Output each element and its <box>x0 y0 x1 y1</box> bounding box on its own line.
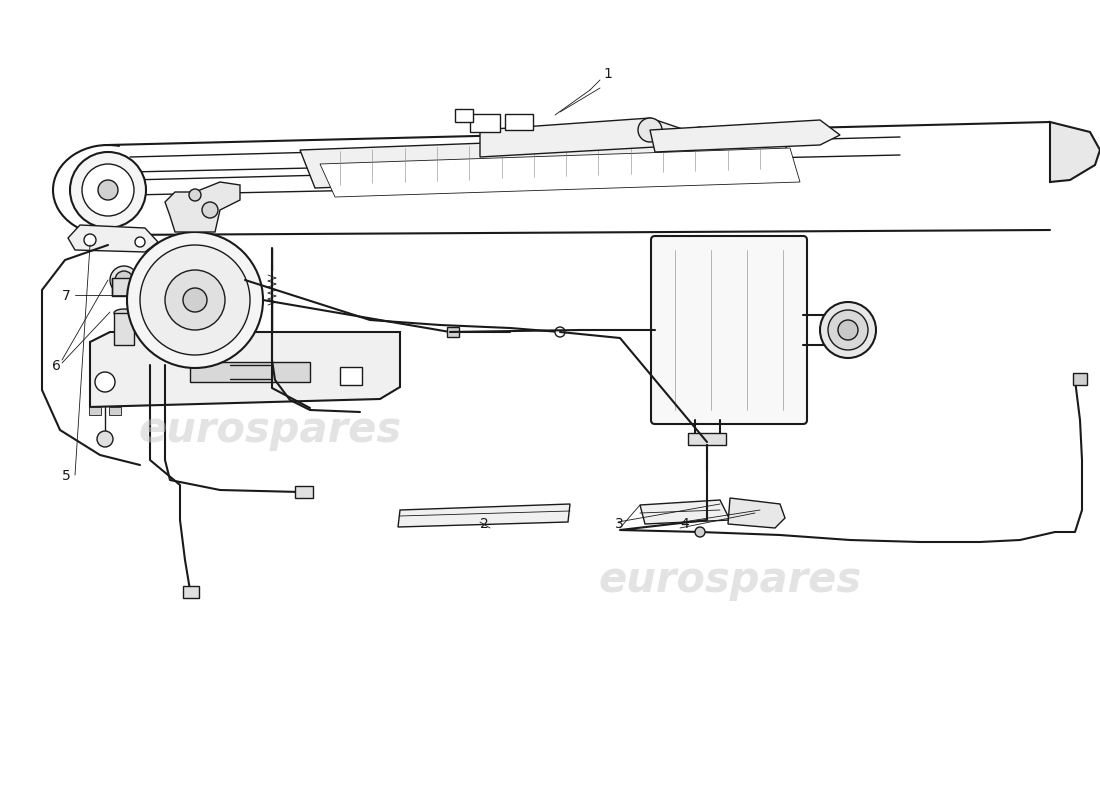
Polygon shape <box>650 120 840 152</box>
Circle shape <box>116 271 133 289</box>
Circle shape <box>202 202 218 218</box>
Ellipse shape <box>114 309 134 317</box>
Circle shape <box>556 327 565 337</box>
Bar <box>340 367 362 385</box>
Polygon shape <box>1050 122 1100 182</box>
Polygon shape <box>300 132 795 188</box>
Polygon shape <box>90 332 400 407</box>
Text: eurospares: eurospares <box>139 409 402 451</box>
Bar <box>1072 373 1087 385</box>
Text: 7: 7 <box>62 289 70 303</box>
Circle shape <box>97 431 113 447</box>
Circle shape <box>98 180 118 200</box>
Text: 2: 2 <box>480 517 488 531</box>
Bar <box>109 407 121 415</box>
Circle shape <box>820 302 876 358</box>
Circle shape <box>110 266 138 294</box>
Bar <box>183 586 199 598</box>
Bar <box>447 327 459 337</box>
Text: eurospares: eurospares <box>598 559 861 601</box>
Bar <box>455 109 473 122</box>
FancyBboxPatch shape <box>651 236 807 424</box>
Bar <box>295 486 313 498</box>
Polygon shape <box>320 148 800 197</box>
Circle shape <box>695 527 705 537</box>
Polygon shape <box>165 182 240 232</box>
Bar <box>190 362 310 382</box>
Polygon shape <box>68 225 158 252</box>
Bar <box>114 313 134 345</box>
Bar <box>89 407 101 415</box>
Circle shape <box>838 320 858 340</box>
Ellipse shape <box>114 341 134 349</box>
Text: 4: 4 <box>680 517 689 531</box>
Text: 6: 6 <box>52 359 60 373</box>
Text: 5: 5 <box>62 469 70 483</box>
Bar <box>505 114 534 130</box>
Circle shape <box>126 232 263 368</box>
Circle shape <box>70 152 146 228</box>
Bar <box>688 433 726 445</box>
Circle shape <box>638 118 662 142</box>
Circle shape <box>135 237 145 247</box>
Circle shape <box>165 270 226 330</box>
Bar <box>470 114 500 132</box>
Circle shape <box>183 288 207 312</box>
Circle shape <box>82 164 134 216</box>
Text: 3: 3 <box>615 517 624 531</box>
Circle shape <box>95 372 116 392</box>
Circle shape <box>189 189 201 201</box>
Polygon shape <box>728 498 785 528</box>
Circle shape <box>140 245 250 355</box>
Bar <box>112 278 136 296</box>
Circle shape <box>692 127 708 143</box>
Polygon shape <box>480 118 700 157</box>
Circle shape <box>828 310 868 350</box>
Circle shape <box>84 234 96 246</box>
Polygon shape <box>640 500 730 524</box>
Text: 1: 1 <box>603 67 612 81</box>
Polygon shape <box>398 504 570 527</box>
